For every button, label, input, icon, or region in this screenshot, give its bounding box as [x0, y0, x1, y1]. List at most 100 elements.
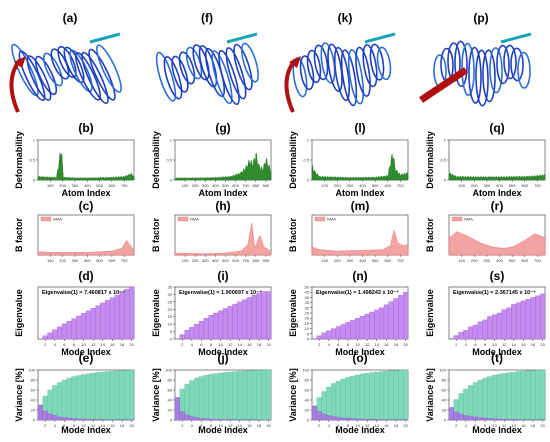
bar-individual	[454, 412, 459, 420]
bar	[365, 314, 370, 339]
bar-cumulative	[252, 371, 257, 421]
y-axis-title: Deformability	[14, 131, 24, 189]
bar-cumulative	[209, 374, 214, 420]
structure-label: (a)	[63, 11, 78, 25]
bar	[398, 295, 403, 339]
x-tick-label: 2	[455, 423, 458, 428]
bar	[96, 306, 101, 339]
structure-label: (f)	[201, 11, 213, 25]
bar	[180, 335, 185, 339]
bar	[454, 336, 459, 339]
bar-individual	[487, 419, 492, 421]
x-tick-label: 300	[202, 258, 209, 263]
x-tick-label: 100	[321, 183, 328, 188]
bar-cumulative	[511, 372, 516, 420]
bar-cumulative	[507, 373, 512, 420]
panel-label: (d)	[78, 269, 93, 283]
x-tick-label: 700	[242, 258, 249, 263]
bar	[194, 324, 199, 339]
bar	[511, 304, 516, 339]
x-tick-label: 400	[359, 258, 366, 263]
x-tick-label: 800	[252, 183, 259, 188]
bar-cumulative	[473, 383, 478, 421]
x-axis-title: Atom Index	[61, 188, 110, 198]
bar	[374, 310, 379, 339]
bar-cumulative	[384, 371, 389, 420]
bar-individual	[43, 411, 48, 420]
bar	[86, 311, 91, 339]
x-axis-title: Mode Index	[472, 425, 522, 435]
bar-individual	[199, 419, 204, 421]
beta-strand-loop	[238, 42, 261, 84]
bar-cumulative	[521, 371, 526, 420]
bar-cumulative	[86, 374, 91, 420]
bar-individual	[326, 416, 331, 421]
bar	[189, 327, 194, 339]
bar	[185, 330, 190, 339]
x-tick-label: 900	[263, 183, 270, 188]
y-tick-label: 100	[302, 368, 309, 373]
y-tick-label: 50	[305, 285, 310, 290]
bar	[91, 308, 96, 339]
panel-label: (c)	[79, 199, 94, 213]
bar	[389, 302, 394, 339]
bar-individual	[317, 412, 322, 421]
bar-individual	[360, 419, 365, 420]
bar	[120, 292, 125, 339]
x-tick-label: 18	[120, 342, 125, 347]
bar-individual	[346, 418, 351, 420]
protein-structure-3: (p)	[421, 11, 531, 106]
bar	[403, 292, 408, 339]
bar	[48, 333, 53, 339]
x-tick-label: 16	[521, 423, 526, 428]
legend-label: NMA	[327, 217, 336, 222]
x-tick-label: 200	[192, 258, 199, 263]
x-tick-label: 4	[191, 423, 194, 428]
y-tick-label: 0	[307, 337, 310, 342]
y-tick-label: 0	[307, 418, 310, 423]
y-tick-label: 0	[170, 178, 173, 183]
bar-cumulative	[403, 370, 408, 420]
bar	[370, 312, 375, 339]
x-tick-label: 100	[182, 258, 189, 263]
y-tick-label: 80	[31, 378, 36, 383]
bar	[209, 315, 214, 339]
y-tick-label: 1	[170, 138, 173, 143]
bar	[115, 295, 120, 339]
bar	[487, 316, 492, 339]
y-tick-label: 100	[439, 368, 446, 373]
bar	[257, 293, 262, 339]
bar-cumulative	[218, 373, 223, 420]
x-tick-label: 100	[47, 183, 54, 188]
bar	[516, 303, 521, 339]
bar-cumulative	[76, 376, 81, 421]
bar-individual	[463, 416, 468, 421]
x-axis-title: Mode Index	[335, 425, 385, 435]
bar-individual	[96, 420, 101, 421]
bar-cumulative	[365, 373, 370, 420]
bar-cumulative	[531, 371, 536, 421]
bar-individual	[449, 408, 454, 421]
panel-label: (j)	[217, 351, 228, 365]
x-tick-label: 600	[521, 258, 528, 263]
legend-label: NMA	[190, 217, 199, 222]
y-tick-label: 25	[168, 299, 173, 304]
y-axis-title: Variance [%]	[151, 368, 161, 422]
bar-cumulative	[331, 384, 336, 421]
x-tick-label: 20	[266, 342, 271, 347]
bar-cumulative	[261, 370, 266, 420]
y-axis-title: Eigenvalue	[288, 289, 298, 337]
x-tick-label: 4	[465, 342, 468, 347]
bar-individual	[52, 416, 57, 421]
x-tick-label: 4	[54, 342, 57, 347]
structure-label: (k)	[338, 11, 353, 25]
y-tick-label: 80	[168, 378, 173, 383]
y-tick-label: 0	[170, 337, 173, 342]
